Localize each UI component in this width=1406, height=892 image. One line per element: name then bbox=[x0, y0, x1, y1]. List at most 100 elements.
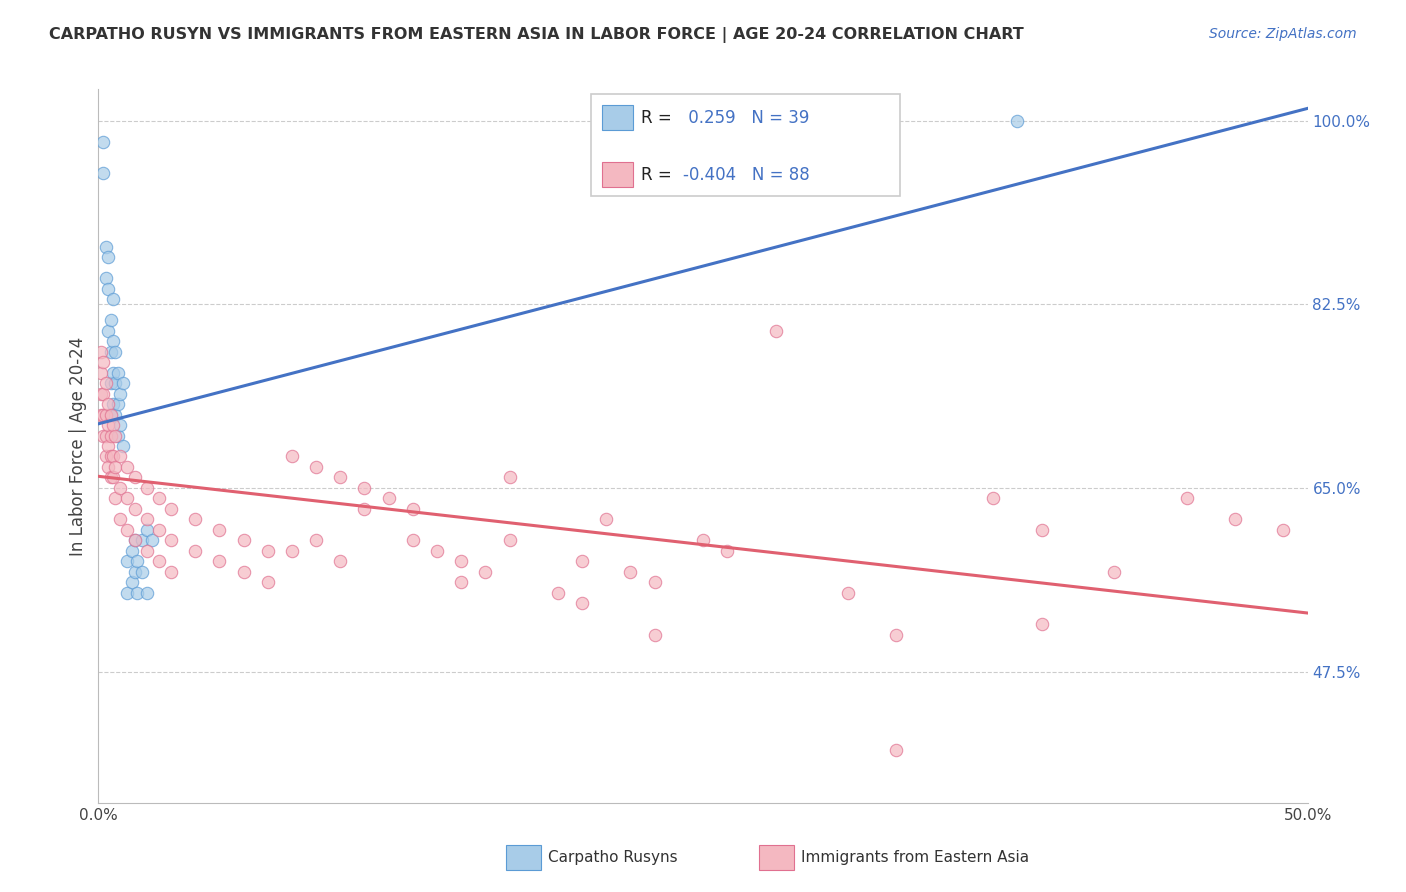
Text: R =: R = bbox=[641, 109, 678, 127]
Point bbox=[91, 135, 114, 149]
Point bbox=[97, 324, 120, 338]
Point bbox=[91, 428, 114, 442]
Point bbox=[97, 417, 120, 432]
Point bbox=[837, 586, 859, 600]
Point bbox=[135, 512, 157, 526]
Point bbox=[94, 239, 117, 253]
Point bbox=[124, 470, 146, 484]
Text: -0.404   N = 88: -0.404 N = 88 bbox=[683, 166, 810, 184]
Point bbox=[97, 250, 120, 264]
Point bbox=[117, 460, 139, 475]
Point bbox=[160, 502, 183, 516]
Y-axis label: In Labor Force | Age 20-24: In Labor Force | Age 20-24 bbox=[69, 336, 87, 556]
Point bbox=[94, 376, 117, 390]
Point bbox=[498, 470, 520, 484]
Point bbox=[101, 334, 124, 348]
Point bbox=[100, 408, 122, 422]
Point bbox=[104, 344, 127, 359]
Point bbox=[765, 324, 787, 338]
Point bbox=[101, 417, 124, 432]
Point bbox=[117, 523, 139, 537]
Point bbox=[571, 596, 593, 610]
Point bbox=[94, 271, 117, 285]
Text: Source: ZipAtlas.com: Source: ZipAtlas.com bbox=[1209, 27, 1357, 41]
Point bbox=[547, 586, 569, 600]
Point bbox=[100, 344, 122, 359]
Point bbox=[91, 166, 114, 180]
Point bbox=[101, 292, 124, 306]
Point bbox=[121, 544, 143, 558]
Point bbox=[124, 565, 146, 579]
Point bbox=[305, 533, 328, 548]
Point bbox=[90, 366, 112, 380]
Point bbox=[232, 565, 254, 579]
Point bbox=[135, 544, 157, 558]
Point bbox=[107, 428, 129, 442]
Text: 0.259   N = 39: 0.259 N = 39 bbox=[683, 109, 810, 127]
Point bbox=[104, 428, 127, 442]
Point bbox=[135, 481, 157, 495]
Point bbox=[1175, 491, 1198, 506]
Point bbox=[108, 450, 131, 464]
Point bbox=[1272, 523, 1295, 537]
Point bbox=[117, 586, 139, 600]
Point bbox=[148, 523, 170, 537]
Point bbox=[886, 628, 908, 642]
Point bbox=[619, 565, 641, 579]
Point bbox=[571, 554, 593, 568]
Point bbox=[184, 544, 207, 558]
Point bbox=[101, 470, 124, 484]
Point bbox=[1031, 617, 1053, 632]
Point bbox=[101, 450, 124, 464]
Point bbox=[305, 460, 328, 475]
Point bbox=[498, 533, 520, 548]
Point bbox=[208, 523, 231, 537]
Point bbox=[124, 533, 146, 548]
Point bbox=[100, 470, 122, 484]
Point bbox=[111, 439, 134, 453]
Point bbox=[90, 386, 112, 401]
Point bbox=[107, 397, 129, 411]
Text: R =: R = bbox=[641, 166, 678, 184]
Point bbox=[148, 491, 170, 506]
Point bbox=[111, 376, 134, 390]
Point bbox=[281, 450, 304, 464]
Point bbox=[127, 586, 149, 600]
Point bbox=[104, 491, 127, 506]
Point bbox=[135, 586, 157, 600]
Point bbox=[108, 386, 131, 401]
Point bbox=[329, 554, 352, 568]
Point bbox=[256, 575, 278, 590]
Point bbox=[208, 554, 231, 568]
Point bbox=[97, 460, 120, 475]
Point bbox=[100, 376, 122, 390]
Point bbox=[127, 554, 149, 568]
Point bbox=[1102, 565, 1125, 579]
Point bbox=[117, 554, 139, 568]
Point bbox=[716, 544, 738, 558]
Point bbox=[402, 502, 425, 516]
Point bbox=[692, 533, 714, 548]
Point bbox=[1007, 113, 1029, 128]
Point bbox=[101, 366, 124, 380]
Point bbox=[256, 544, 278, 558]
Point bbox=[160, 533, 183, 548]
Point bbox=[97, 397, 120, 411]
Point bbox=[90, 344, 112, 359]
Point bbox=[160, 565, 183, 579]
Point bbox=[644, 575, 666, 590]
Point bbox=[124, 502, 146, 516]
Point bbox=[117, 491, 139, 506]
Point bbox=[353, 502, 375, 516]
Point bbox=[981, 491, 1004, 506]
Point bbox=[426, 544, 449, 558]
Point bbox=[91, 408, 114, 422]
Point bbox=[94, 450, 117, 464]
Point bbox=[184, 512, 207, 526]
Point bbox=[90, 408, 112, 422]
Point bbox=[148, 554, 170, 568]
Point bbox=[94, 428, 117, 442]
Point bbox=[91, 386, 114, 401]
Point bbox=[474, 565, 496, 579]
Point bbox=[135, 523, 157, 537]
